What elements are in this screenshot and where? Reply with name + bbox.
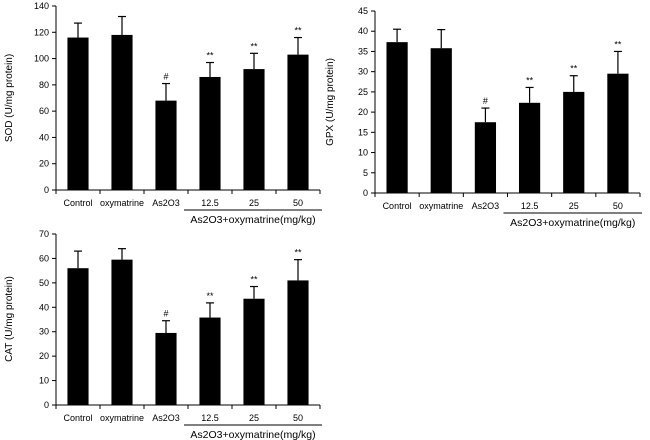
- significance-mark: #: [163, 309, 168, 319]
- y-tick-label: 100: [34, 54, 49, 64]
- y-axis-label: SOD (U/mg protein): [4, 54, 15, 142]
- y-tick-label: 10: [358, 148, 368, 158]
- x-tick-label: 25: [249, 198, 259, 208]
- bar-cat-1: [111, 259, 133, 405]
- significance-mark: **: [294, 248, 302, 258]
- x-tick-label: 50: [293, 413, 303, 423]
- bar-cat-4: [243, 298, 265, 405]
- y-tick-label: 20: [39, 351, 49, 361]
- bar-cat-2: [155, 332, 177, 405]
- bar-sod-5: [287, 54, 309, 190]
- x-tick-label: Control: [63, 198, 92, 208]
- y-tick-label: 60: [39, 106, 49, 116]
- group-label: As2O3+oxymatrine(mg/kg): [190, 429, 315, 440]
- significance-mark: **: [526, 75, 534, 85]
- x-tick-label: 25: [569, 201, 579, 211]
- chart-cat: 0 10 20 30 40 50 60 70 CAT (U/mg protein) Control…: [4, 229, 322, 440]
- y-tick-label: 0: [44, 185, 49, 195]
- bar-sod-2: [155, 100, 177, 190]
- x-tick-label: As2O3: [152, 198, 180, 208]
- y-tick-label: 120: [34, 27, 49, 37]
- significance-mark: **: [570, 64, 578, 74]
- bar-gpx-4: [563, 91, 585, 193]
- x-tick-label: oxymatrine: [100, 413, 144, 423]
- x-tick-label: 12.5: [201, 198, 219, 208]
- x-tick-label: 50: [613, 201, 623, 211]
- x-tick-label: Control: [383, 201, 412, 211]
- y-tick-label: 50: [39, 278, 49, 288]
- y-tick-label: 20: [358, 107, 368, 117]
- bar-gpx-2: [474, 122, 497, 193]
- x-tick-label: oxymatrine: [419, 201, 463, 211]
- bar-sod-3: [199, 76, 221, 190]
- bar-cat-0: [67, 268, 89, 405]
- bar-sod-4: [243, 69, 265, 190]
- x-tick-label: oxymatrine: [100, 198, 144, 208]
- y-tick-label: 60: [39, 253, 49, 263]
- significance-mark: **: [250, 41, 258, 51]
- significance-mark: **: [206, 51, 214, 61]
- significance-mark: #: [163, 72, 168, 82]
- bar-cat-3: [199, 317, 221, 405]
- x-tick-label: Control: [63, 413, 92, 423]
- y-tick-label: 70: [39, 229, 49, 239]
- significance-mark: **: [294, 26, 302, 36]
- y-tick-label: 35: [358, 46, 368, 56]
- y-tick-label: 5: [363, 168, 368, 178]
- y-tick-label: 0: [363, 188, 368, 198]
- y-tick-label: 10: [39, 376, 49, 386]
- x-tick-label: 12.5: [521, 201, 539, 211]
- y-axis-label: GPX (U/mg protein): [325, 58, 336, 146]
- x-tick-label: 25: [249, 413, 259, 423]
- x-tick-label: 12.5: [201, 413, 219, 423]
- bar-cat-5: [287, 280, 309, 405]
- chart-sod: 0 20 40 60 80 100 120 140 SOD (U/mg protein) Cont…: [4, 1, 322, 226]
- bar-gpx-5: [607, 73, 629, 193]
- significance-mark: **: [206, 291, 214, 301]
- y-tick-label: 15: [358, 127, 368, 137]
- y-tick-label: 80: [39, 80, 49, 90]
- y-tick-label: 45: [358, 6, 368, 16]
- bar-gpx-0: [386, 42, 408, 193]
- y-tick-label: 25: [358, 87, 368, 97]
- bar-gpx-3: [518, 102, 541, 193]
- y-tick-label: 140: [34, 1, 49, 11]
- significance-mark: **: [614, 39, 622, 49]
- y-tick-label: 40: [358, 26, 368, 36]
- bar-sod-0: [67, 37, 89, 190]
- significance-mark: **: [250, 275, 258, 285]
- y-tick-label: 0: [44, 400, 49, 410]
- bar-gpx-1: [430, 48, 452, 193]
- group-label: As2O3+oxymatrine(mg/kg): [190, 214, 315, 226]
- y-tick-label: 30: [39, 327, 49, 337]
- significance-mark: #: [483, 96, 488, 106]
- x-tick-label: 50: [293, 198, 303, 208]
- y-axis-label: CAT (U/mg protein): [4, 276, 15, 362]
- bar-sod-1: [111, 34, 133, 190]
- y-tick-label: 20: [39, 159, 49, 169]
- x-tick-label: As2O3: [152, 413, 180, 423]
- y-tick-label: 40: [39, 302, 49, 312]
- x-tick-label: As2O3: [472, 201, 500, 211]
- chart-gpx: 0 5 10 15 20 25 30 35 40 45 GPX (U/mg protein) Cont…: [325, 6, 642, 229]
- y-tick-label: 40: [39, 132, 49, 142]
- y-tick-label: 30: [358, 67, 368, 77]
- group-label: As2O3+oxymatrine(mg/kg): [510, 217, 635, 229]
